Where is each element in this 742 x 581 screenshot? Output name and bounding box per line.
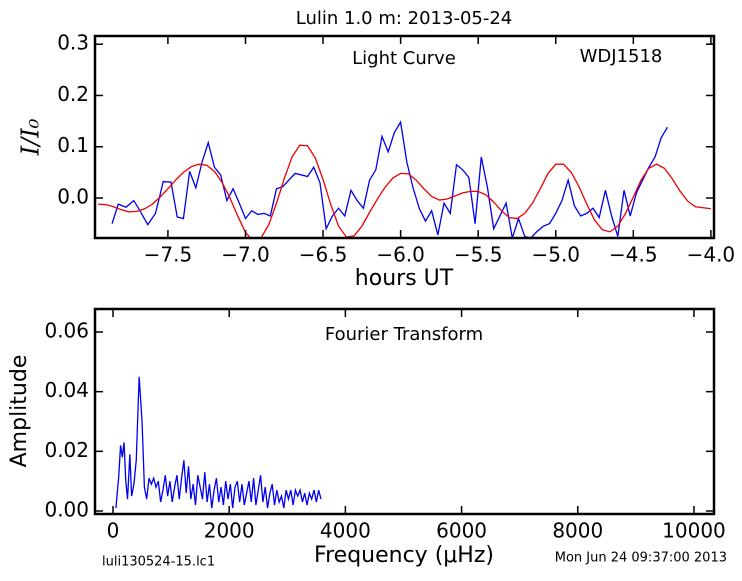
y-axis-label: Amplitude <box>7 355 32 468</box>
y-tick-label: 0.0 <box>57 185 89 209</box>
annotation: WDJ1518 <box>580 46 663 67</box>
y-tick-label: 0.2 <box>57 82 89 106</box>
footer-right: Mon Jun 24 09:37:00 2013 <box>555 551 727 566</box>
x-tick-label: −7.5 <box>144 243 193 267</box>
x-tick-label: −5.5 <box>454 243 503 267</box>
data-line <box>98 144 711 238</box>
x-tick-label: −6.0 <box>376 243 425 267</box>
plot-frame <box>93 307 716 516</box>
x-tick-label: 2000 <box>204 519 255 543</box>
annotation: Fourier Transform <box>325 324 483 345</box>
y-tick-label: 0.00 <box>44 498 89 522</box>
x-tick-label: −4.0 <box>687 243 736 267</box>
x-tick-label: −5.0 <box>531 243 580 267</box>
x-tick-label: 8000 <box>552 519 603 543</box>
x-tick-label: −4.5 <box>609 243 658 267</box>
y-tick-label: 0.1 <box>57 133 89 157</box>
x-tick-label: 10000 <box>662 519 726 543</box>
y-tick-label: 0.04 <box>44 378 89 402</box>
x-tick-label: 0 <box>107 519 120 543</box>
footer-left: luli130524-15.lc1 <box>102 555 215 570</box>
annotation: Light Curve <box>352 48 456 69</box>
y-tick-label: 0.06 <box>44 318 89 342</box>
data-line <box>111 120 669 238</box>
y-tick-label: 0.3 <box>57 31 89 55</box>
y-tick-label: 0.02 <box>44 438 89 462</box>
x-tick-label: −7.0 <box>221 243 270 267</box>
x-tick-label: −6.5 <box>299 243 348 267</box>
x-axis-label: Frequency (μHz) <box>314 543 494 568</box>
y-axis-label: I/I₀ <box>17 118 45 156</box>
plot-frame <box>93 34 716 240</box>
x-tick-label: 4000 <box>320 519 371 543</box>
x-axis-label: hours UT <box>355 266 454 291</box>
chart-title: Lulin 1.0 m: 2013-05-24 <box>296 8 513 29</box>
x-tick-label: 6000 <box>436 519 487 543</box>
data-line <box>115 376 322 509</box>
